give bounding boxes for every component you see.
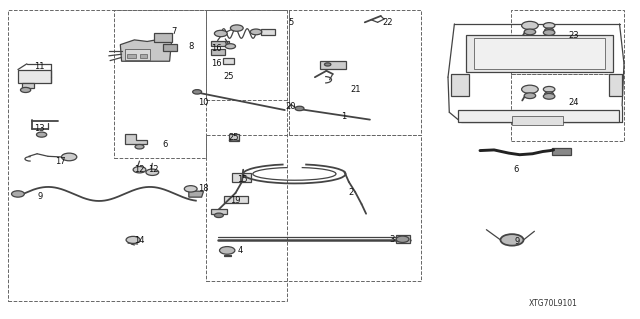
Text: 25: 25	[228, 133, 239, 142]
Circle shape	[524, 93, 536, 99]
Text: 10: 10	[198, 98, 209, 107]
Bar	[211, 209, 227, 214]
Text: 9: 9	[37, 192, 42, 201]
Text: 16: 16	[211, 59, 221, 68]
Bar	[396, 235, 410, 243]
Circle shape	[146, 169, 159, 175]
Bar	[18, 70, 51, 83]
Circle shape	[543, 30, 555, 35]
Circle shape	[126, 236, 140, 243]
Bar	[511, 10, 624, 74]
Circle shape	[324, 63, 331, 66]
Text: 21: 21	[350, 85, 360, 94]
Text: 12: 12	[148, 165, 159, 174]
Bar	[609, 74, 622, 96]
Bar	[223, 58, 234, 64]
Bar	[125, 49, 150, 60]
Bar	[320, 61, 346, 69]
Bar	[22, 83, 34, 88]
Bar	[211, 49, 225, 55]
Text: 11: 11	[35, 63, 45, 71]
Circle shape	[543, 86, 555, 92]
Bar	[261, 29, 275, 35]
Bar	[140, 54, 147, 58]
Circle shape	[20, 87, 31, 93]
Bar	[466, 35, 613, 72]
Polygon shape	[120, 39, 172, 61]
Text: 19: 19	[230, 197, 241, 205]
Bar	[8, 10, 287, 301]
Bar	[224, 196, 248, 203]
Circle shape	[295, 106, 304, 111]
Text: 16: 16	[211, 44, 221, 53]
Circle shape	[214, 30, 227, 37]
Circle shape	[500, 234, 524, 246]
Circle shape	[545, 92, 554, 96]
Circle shape	[522, 85, 538, 93]
Circle shape	[184, 186, 197, 192]
Text: 1: 1	[341, 112, 346, 121]
Text: 2: 2	[348, 188, 353, 197]
Circle shape	[225, 44, 236, 49]
Circle shape	[524, 29, 536, 35]
Text: 8: 8	[188, 42, 193, 51]
Text: 4: 4	[238, 246, 243, 255]
Bar	[511, 74, 624, 141]
Circle shape	[214, 213, 223, 218]
Text: 25: 25	[224, 72, 234, 81]
Text: 12: 12	[134, 165, 145, 174]
Circle shape	[220, 247, 235, 254]
Circle shape	[12, 191, 24, 197]
Text: 13: 13	[35, 124, 45, 133]
Text: 6: 6	[513, 165, 518, 174]
Text: 20: 20	[285, 102, 296, 111]
Text: 14: 14	[134, 236, 145, 245]
Circle shape	[135, 145, 144, 149]
Bar	[206, 10, 289, 100]
Bar	[474, 38, 605, 69]
Circle shape	[250, 29, 262, 35]
Bar	[206, 135, 421, 281]
Bar	[232, 173, 251, 182]
Bar	[458, 110, 619, 122]
Polygon shape	[189, 191, 204, 197]
Bar	[114, 10, 206, 158]
Text: XTG70L9101: XTG70L9101	[529, 299, 578, 308]
Bar	[451, 74, 469, 96]
Bar	[229, 134, 239, 141]
Text: 7: 7	[172, 27, 177, 36]
Bar	[127, 54, 136, 58]
Bar	[552, 148, 571, 155]
Circle shape	[543, 23, 555, 28]
Text: 17: 17	[56, 157, 66, 166]
Text: 23: 23	[568, 31, 579, 40]
Circle shape	[61, 153, 77, 161]
Bar	[154, 33, 172, 42]
Bar	[289, 10, 421, 135]
Text: 6: 6	[163, 140, 168, 149]
Circle shape	[396, 236, 409, 242]
Text: 9: 9	[515, 237, 520, 246]
Circle shape	[36, 132, 47, 137]
Circle shape	[193, 90, 202, 94]
Polygon shape	[125, 134, 147, 144]
Circle shape	[543, 93, 555, 99]
Circle shape	[522, 21, 538, 30]
Text: 3: 3	[390, 235, 395, 244]
Circle shape	[133, 167, 146, 173]
Bar	[211, 41, 229, 46]
Text: 5: 5	[288, 18, 293, 27]
Bar	[163, 44, 177, 51]
Bar	[512, 116, 563, 125]
Text: 22: 22	[382, 18, 392, 27]
Text: 18: 18	[198, 184, 209, 193]
Circle shape	[230, 25, 243, 31]
Text: 15: 15	[237, 175, 247, 184]
Text: 24: 24	[568, 98, 579, 107]
Circle shape	[545, 28, 554, 33]
